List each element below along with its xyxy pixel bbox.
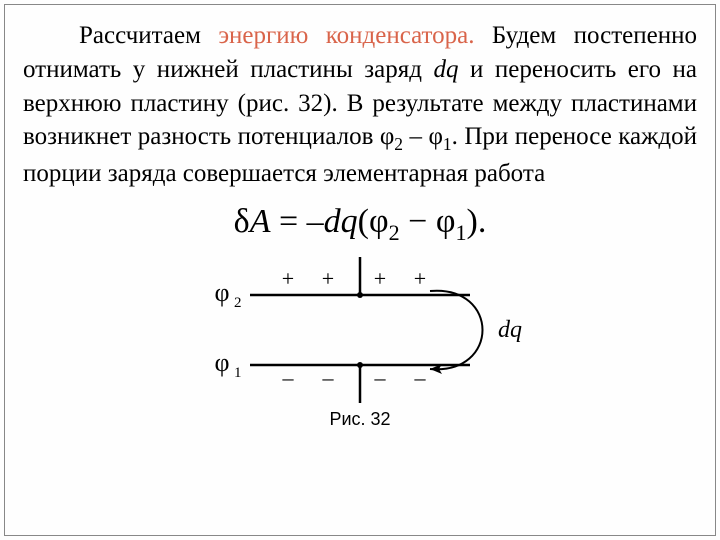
svg-text:φ: φ <box>214 348 229 377</box>
f-neg: – <box>307 203 324 240</box>
svg-text:+: + <box>282 266 294 291</box>
f-dq: dq <box>324 203 358 240</box>
svg-text:–: – <box>282 365 295 390</box>
figure-wrap: +–+–+–+–φ2φ1dq Рис. 32 <box>23 255 697 527</box>
svg-text:+: + <box>414 266 426 291</box>
sub-1: 1 <box>443 134 452 154</box>
text-dq: dq <box>433 56 458 83</box>
f-s2: 2 <box>389 219 400 244</box>
f-eq: = <box>270 203 306 240</box>
figure-caption: Рис. 32 <box>329 409 390 430</box>
capacitor-diagram: +–+–+–+–φ2φ1dq <box>180 255 540 405</box>
f-m: − <box>400 203 436 240</box>
svg-text:2: 2 <box>234 295 242 311</box>
svg-text:–: – <box>374 365 387 390</box>
sub-2: 2 <box>394 134 403 154</box>
svg-text:+: + <box>374 266 386 291</box>
svg-text:–: – <box>414 365 427 390</box>
f-s1: 1 <box>455 219 466 244</box>
f-phi2: φ <box>369 203 389 240</box>
f-close: ). <box>467 203 487 240</box>
svg-text:+: + <box>322 266 334 291</box>
text-1a: Рассчитаем <box>79 22 218 49</box>
body-paragraph: Рассчитаем энергию конденсатора. Будем п… <box>23 19 697 191</box>
svg-text:φ: φ <box>214 278 229 307</box>
formula: δA = –dq(φ2 − φ1). <box>23 203 697 246</box>
svg-text:dq: dq <box>498 317 522 343</box>
f-delta: δ <box>234 203 250 240</box>
slide-frame: Рассчитаем энергию конденсатора. Будем п… <box>4 4 716 536</box>
text-highlight: энергию конденсатора. <box>218 22 474 49</box>
f-A: A <box>250 203 271 240</box>
text-mid: – φ <box>403 123 443 150</box>
f-phi1: φ <box>436 203 456 240</box>
svg-text:1: 1 <box>234 365 242 381</box>
f-open: ( <box>358 203 369 240</box>
svg-text:–: – <box>322 365 335 390</box>
